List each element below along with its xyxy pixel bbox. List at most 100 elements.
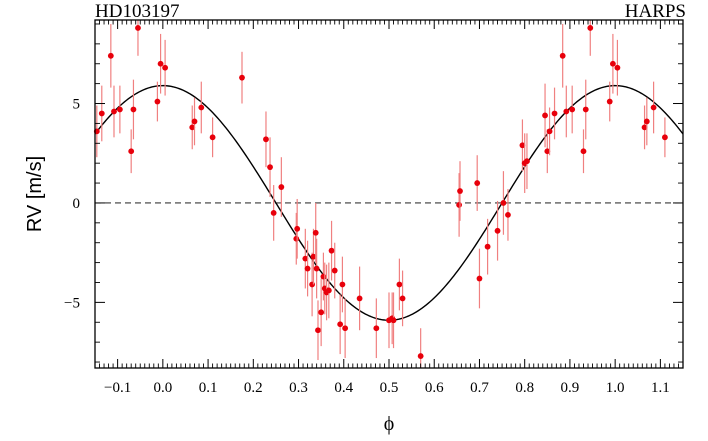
point-marker xyxy=(474,180,481,186)
data-point xyxy=(563,85,570,138)
y-tick-label: 0 xyxy=(73,196,81,212)
data-point xyxy=(294,198,301,259)
data-point xyxy=(342,298,349,359)
data-point xyxy=(337,294,344,355)
point-marker xyxy=(154,98,161,105)
x-tick-label: 0.7 xyxy=(470,380,489,396)
point-marker xyxy=(331,267,338,274)
data-point xyxy=(476,248,483,309)
data-point xyxy=(162,39,169,96)
point-marker xyxy=(609,60,616,67)
x-tick-label: 1.1 xyxy=(651,380,670,396)
point-marker xyxy=(484,243,491,250)
point-marker xyxy=(494,227,501,234)
point-marker xyxy=(162,64,169,71)
plot-frame xyxy=(94,19,684,369)
point-marker xyxy=(302,255,309,262)
point-marker xyxy=(157,60,164,67)
data-point xyxy=(313,238,320,299)
data-point xyxy=(580,129,587,174)
x-tick-label: 0.4 xyxy=(334,380,353,396)
data-point xyxy=(606,81,613,122)
data-point xyxy=(356,266,363,331)
point-marker xyxy=(342,325,349,332)
data-point xyxy=(582,79,589,140)
x-tick-label: 0.8 xyxy=(515,380,534,396)
x-tick-label: 0.0 xyxy=(153,380,172,396)
point-marker xyxy=(270,209,277,216)
point-marker xyxy=(293,235,300,242)
data-point xyxy=(643,97,650,146)
data-points-layer xyxy=(93,20,668,368)
data-point xyxy=(293,212,300,265)
data-point xyxy=(396,258,403,311)
chart-title-right: HARPS xyxy=(625,1,686,22)
data-point xyxy=(312,202,319,263)
y-tick-label: 5 xyxy=(73,97,81,113)
data-point xyxy=(191,97,198,146)
data-point xyxy=(614,39,621,96)
data-point xyxy=(390,292,397,349)
data-point xyxy=(107,23,114,88)
data-point xyxy=(331,242,338,299)
data-point xyxy=(263,111,269,168)
data-point xyxy=(474,155,481,211)
data-point xyxy=(373,298,380,359)
point-marker xyxy=(328,247,335,254)
point-marker xyxy=(239,74,245,81)
point-marker xyxy=(580,148,587,155)
data-point xyxy=(154,81,161,122)
chart-title-left: HD103197 xyxy=(95,1,179,22)
data-point xyxy=(494,200,501,261)
data-point xyxy=(302,228,309,289)
point-marker xyxy=(263,136,269,143)
data-point xyxy=(304,240,311,297)
point-marker xyxy=(111,108,117,115)
point-marker xyxy=(339,281,346,288)
data-point xyxy=(310,228,317,285)
point-marker xyxy=(267,164,273,171)
point-marker xyxy=(559,52,566,59)
point-marker xyxy=(542,112,548,119)
point-marker xyxy=(337,321,344,328)
data-point xyxy=(328,220,335,281)
point-marker xyxy=(551,110,558,117)
data-point xyxy=(641,105,648,150)
point-marker xyxy=(643,118,650,125)
point-marker xyxy=(325,287,332,294)
data-point xyxy=(399,270,406,327)
point-marker xyxy=(662,134,668,141)
data-point xyxy=(457,161,463,221)
data-point xyxy=(130,79,137,140)
point-marker xyxy=(107,52,114,59)
data-point xyxy=(650,81,657,134)
data-point xyxy=(484,218,491,275)
data-point xyxy=(325,262,332,319)
point-marker xyxy=(278,184,285,190)
data-point xyxy=(339,256,346,313)
point-marker xyxy=(524,158,530,165)
data-point xyxy=(546,107,553,156)
point-marker xyxy=(128,148,135,155)
data-point xyxy=(135,20,141,56)
x-tick-label: −0.1 xyxy=(104,380,131,396)
point-marker xyxy=(312,229,319,236)
x-tick-label: 0.5 xyxy=(380,380,399,396)
x-tick-label: 0.1 xyxy=(199,380,218,396)
data-point xyxy=(315,300,321,361)
x-axis-label: ϕ xyxy=(384,413,395,435)
x-tick-label: 0.2 xyxy=(244,380,263,396)
data-point xyxy=(417,328,424,368)
data-point xyxy=(569,85,576,134)
point-marker xyxy=(98,110,105,117)
data-point xyxy=(198,81,205,134)
x-tick-label: 0.6 xyxy=(425,380,444,396)
data-point xyxy=(239,51,245,104)
data-point xyxy=(456,173,463,237)
point-marker xyxy=(130,106,137,113)
point-marker xyxy=(650,104,657,111)
data-point xyxy=(111,85,117,138)
data-point xyxy=(116,85,123,134)
data-point xyxy=(542,83,548,148)
data-point xyxy=(270,185,277,241)
